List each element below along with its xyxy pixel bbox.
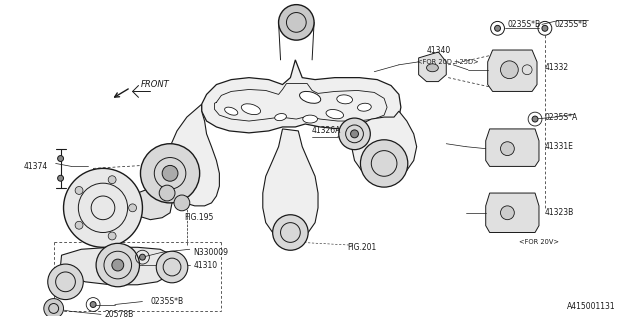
Circle shape [542, 25, 548, 31]
Ellipse shape [326, 109, 344, 119]
Ellipse shape [358, 103, 371, 111]
Circle shape [44, 299, 63, 318]
Text: N330009: N330009 [194, 248, 228, 257]
Circle shape [140, 254, 145, 260]
Text: 41323B: 41323B [545, 208, 574, 217]
Circle shape [112, 259, 124, 271]
Text: <FOR 20V>: <FOR 20V> [519, 239, 559, 245]
Circle shape [159, 185, 175, 201]
Circle shape [96, 243, 140, 287]
Circle shape [278, 5, 314, 40]
Circle shape [58, 156, 63, 162]
Polygon shape [202, 60, 401, 133]
Text: 0235S*B: 0235S*B [508, 20, 541, 29]
Text: 41374: 41374 [24, 162, 49, 171]
Circle shape [162, 165, 178, 181]
Ellipse shape [300, 92, 321, 103]
Circle shape [156, 251, 188, 283]
Circle shape [129, 204, 136, 212]
Circle shape [75, 187, 83, 194]
Circle shape [495, 25, 500, 31]
Polygon shape [486, 129, 539, 166]
Circle shape [108, 176, 116, 184]
Text: 41310: 41310 [194, 260, 218, 269]
Polygon shape [132, 188, 172, 220]
Polygon shape [488, 50, 537, 92]
Text: FRONT: FRONT [140, 80, 169, 89]
Polygon shape [167, 104, 220, 206]
Ellipse shape [241, 104, 260, 115]
Circle shape [174, 195, 190, 211]
Circle shape [63, 168, 143, 247]
Circle shape [140, 144, 200, 203]
Circle shape [58, 175, 63, 181]
Polygon shape [61, 247, 174, 285]
Ellipse shape [303, 115, 317, 123]
Circle shape [90, 301, 96, 308]
Circle shape [500, 206, 515, 220]
Circle shape [75, 221, 83, 229]
Text: 20578B: 20578B [105, 310, 134, 319]
Ellipse shape [337, 95, 353, 104]
Text: FIG.201: FIG.201 [348, 243, 377, 252]
Circle shape [48, 264, 83, 300]
Circle shape [273, 215, 308, 250]
Text: FIG.195: FIG.195 [184, 213, 213, 222]
Ellipse shape [225, 107, 238, 115]
Text: A415001131: A415001131 [567, 302, 616, 311]
Polygon shape [419, 52, 446, 82]
Polygon shape [486, 193, 539, 233]
Text: 41332: 41332 [545, 63, 569, 72]
Circle shape [500, 61, 518, 79]
Text: 0235S*B: 0235S*B [555, 20, 588, 29]
Circle shape [500, 142, 515, 156]
Circle shape [108, 232, 116, 240]
Ellipse shape [426, 64, 438, 72]
Circle shape [532, 116, 538, 122]
Text: <FOR 20D +25D>: <FOR 20D +25D> [417, 59, 478, 65]
Text: 41326A: 41326A [312, 126, 342, 135]
Text: 41340: 41340 [426, 45, 451, 54]
Polygon shape [263, 129, 318, 239]
Ellipse shape [275, 114, 287, 121]
Circle shape [360, 140, 408, 187]
Text: 41331E: 41331E [545, 142, 574, 151]
Text: 0235S*A: 0235S*A [545, 113, 578, 122]
Text: 0235S*B: 0235S*B [150, 297, 184, 306]
Circle shape [339, 118, 371, 150]
Circle shape [351, 130, 358, 138]
Polygon shape [351, 111, 417, 178]
